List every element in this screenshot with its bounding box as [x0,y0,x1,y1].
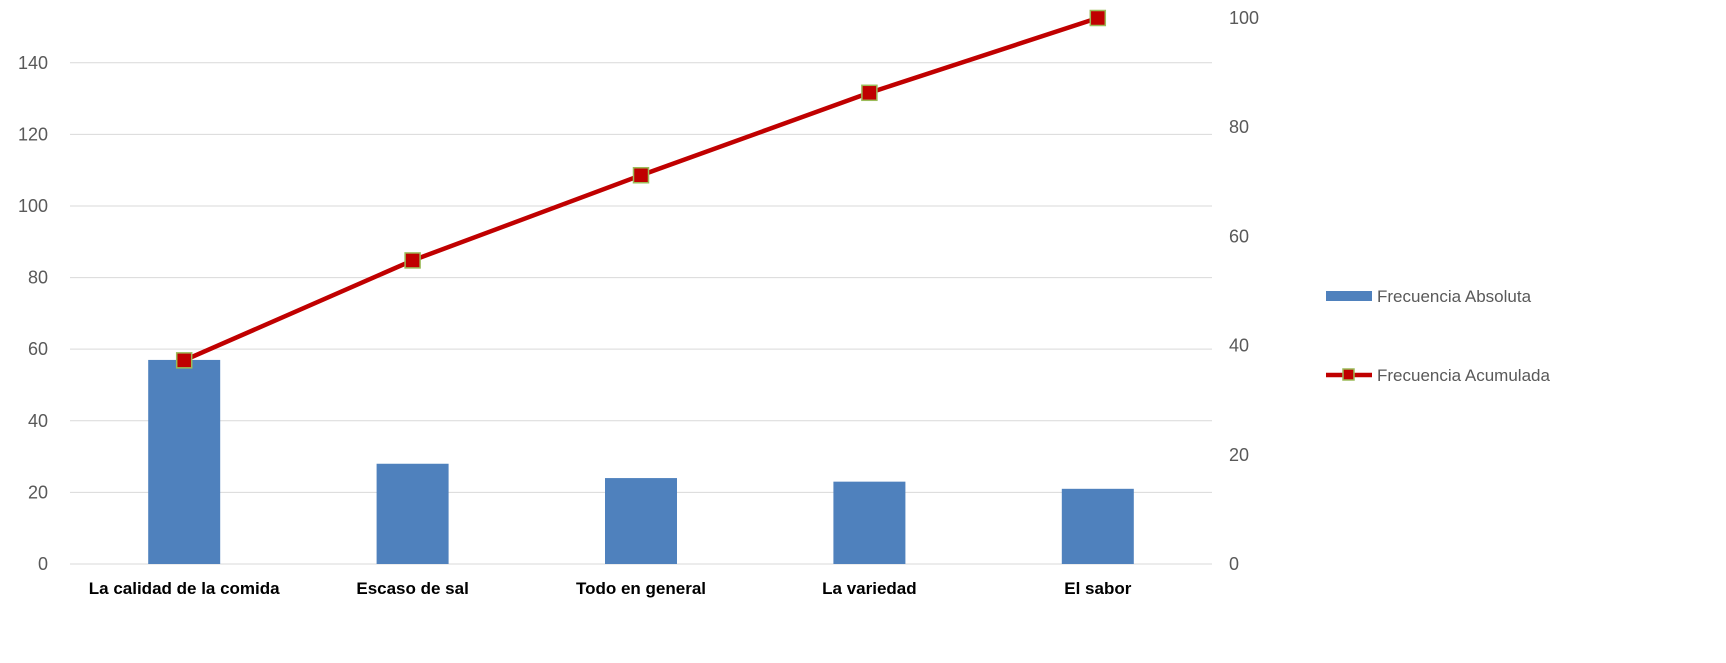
left-tick-label: 140 [18,53,48,73]
line-point [1089,9,1107,27]
bar [1061,488,1134,564]
left-tick-label: 60 [28,339,48,359]
right-axis-ticks: 0 20 40 60 80 100 [1229,8,1259,574]
left-tick-label: 100 [18,196,48,216]
bar [605,478,677,564]
left-tick-label: 80 [28,268,48,288]
left-tick-label: 40 [28,411,48,431]
category-label: El sabor [1064,579,1131,598]
left-tick-label: 0 [38,554,48,574]
right-tick-label: 0 [1229,554,1239,574]
cumulative-line-path [183,15,1099,363]
cumulative-line [175,9,1107,369]
bar [833,481,906,564]
legend-bar-label: Frecuencia Absoluta [1377,287,1532,306]
legend-bar-swatch [1326,291,1372,301]
bars [148,359,1134,564]
right-tick-label: 60 [1229,226,1249,246]
line-point [861,84,878,102]
category-labels: La calidad de la comida Escaso de sal Todo… [89,579,1132,598]
bar [148,359,221,564]
line-point [175,352,193,369]
right-tick-label: 20 [1229,445,1249,465]
left-axis-ticks: 0 20 40 60 80 100 120 140 [18,53,48,574]
gridlines [70,62,1212,565]
bar [376,463,449,564]
category-label: Todo en general [576,579,706,598]
right-tick-label: 80 [1229,117,1249,137]
line-point [632,166,650,184]
right-tick-label: 100 [1229,8,1259,28]
line-point [404,252,421,269]
category-label: La variedad [822,579,917,598]
left-tick-label: 20 [28,482,48,502]
legend: Frecuencia Absoluta Frecuencia Acumulada [1326,287,1550,385]
category-label: Escaso de sal [356,579,468,598]
category-label: La calidad de la comida [89,579,280,598]
left-tick-label: 120 [18,124,48,144]
legend-line-marker [1342,368,1355,381]
legend-line-label: Frecuencia Acumulada [1377,366,1550,385]
right-tick-label: 40 [1229,336,1249,356]
